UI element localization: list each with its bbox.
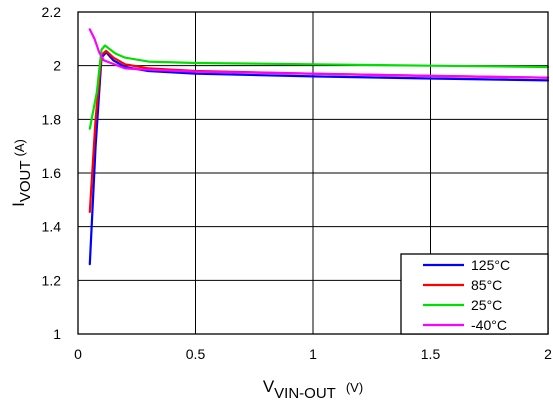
y-tick-label: 1	[53, 326, 61, 342]
plot-frame	[77, 11, 549, 335]
x-tick-label: 0	[74, 346, 82, 362]
y-tick-label: 1.6	[42, 165, 62, 181]
legend-label: -40°C	[471, 317, 507, 333]
x-axis-label-sub: VIN-OUT	[274, 385, 336, 402]
y-axis-label-main: I	[9, 202, 28, 207]
x-tick-label: 2	[544, 346, 552, 362]
x-axis-label-main: V	[263, 377, 275, 396]
x-tick-label: 1	[309, 346, 317, 362]
legend-label: 85°C	[471, 277, 502, 293]
y-tick-label: 2.2	[42, 4, 62, 20]
y-axis-label: IVOUT (A)	[9, 139, 34, 207]
x-tick-label: 1.5	[421, 346, 441, 362]
x-axis-label-unit: (V)	[346, 380, 363, 395]
x-axis-label: VVIN-OUT (V)	[263, 377, 363, 402]
series-line	[88, 28, 550, 79]
legend-label: 25°C	[471, 297, 502, 313]
y-tick-label: 1.8	[42, 111, 62, 127]
y-tick-label: 1.2	[42, 272, 62, 288]
x-tick-label: 0.5	[186, 346, 206, 362]
legend-label: 125°C	[471, 257, 510, 273]
y-axis-label-unit: (A)	[12, 139, 27, 156]
y-tick-label: 1.4	[42, 219, 62, 235]
legend: 125°C 85°C 25°C -40°C	[400, 253, 549, 335]
ticks: 0 0.5 1 1.5 2 1 1.2 1.4 1.6 1.8 2 2.2	[42, 4, 553, 362]
y-tick-label: 2	[53, 58, 61, 74]
legend-box	[400, 253, 549, 335]
y-axis-label-sub: VOUT	[17, 160, 34, 202]
series-layer	[88, 28, 550, 266]
